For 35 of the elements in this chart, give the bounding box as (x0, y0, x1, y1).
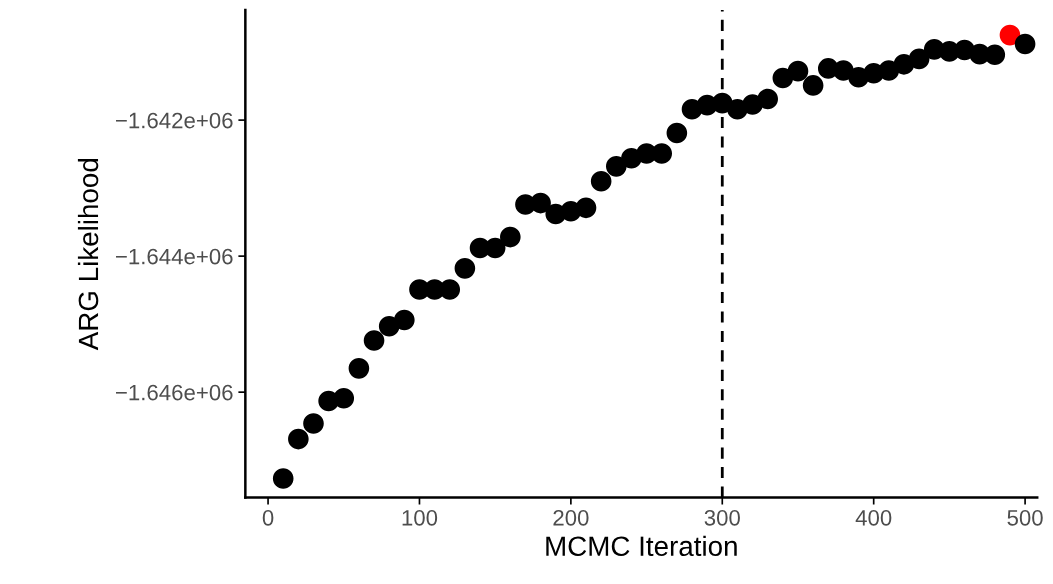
y-tick-label: −1.646e+06 (116, 384, 233, 401)
point (272, 468, 294, 489)
point (484, 237, 506, 259)
point (802, 75, 824, 96)
x-tick-label: 0 (262, 509, 274, 526)
point (439, 279, 461, 300)
point (348, 358, 370, 379)
point (575, 197, 597, 219)
point (394, 309, 415, 331)
x-tick-label: 100 (402, 509, 438, 526)
point (288, 428, 309, 450)
point (651, 143, 673, 164)
x-tick-label: 300 (704, 509, 740, 526)
y-axis-title: ARG Likelihood (77, 159, 99, 351)
point (333, 387, 355, 409)
point (530, 192, 551, 214)
point (999, 24, 1021, 46)
x-tick-label: 200 (553, 509, 589, 526)
x-tick-label: 500 (1007, 509, 1043, 526)
point (908, 48, 930, 70)
x-axis-title: MCMC Iteration (546, 535, 737, 557)
point (454, 258, 476, 279)
point (605, 156, 627, 177)
x-tick-label: 400 (855, 509, 892, 526)
point (500, 226, 521, 248)
y-tick-label: −1.642e+06 (116, 112, 233, 129)
point (590, 171, 612, 192)
y-tick-label: −1.644e+06 (116, 248, 233, 265)
point (757, 88, 778, 110)
point (303, 413, 324, 434)
point (1014, 33, 1036, 55)
point (363, 330, 385, 351)
point (787, 60, 809, 82)
point (666, 122, 688, 144)
point (984, 44, 1006, 66)
